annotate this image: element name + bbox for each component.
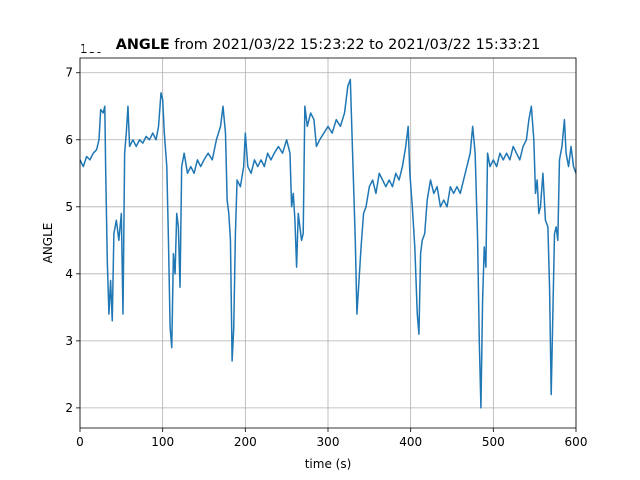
data-line [79, 78, 577, 409]
y-tick-label: 7 [65, 66, 73, 80]
x-tick-label: 200 [234, 435, 257, 449]
plot-frame [79, 57, 577, 429]
title-backing [84, 34, 144, 52]
y-axis-label: ANGLE [41, 223, 55, 264]
title-suffix: from 2021/03/22 15:23:22 to 2021/03/22 1… [174, 37, 540, 53]
y-tick-label: 6 [65, 133, 73, 147]
chart-title: ANGLE from 2021/03/22 15:23:22 to 2021/0… [116, 37, 541, 53]
y-tick-label: 3 [65, 334, 73, 348]
y-tick-label: 5 [65, 200, 73, 214]
x-tick-label: 100 [151, 435, 174, 449]
y-tick-label: 4 [65, 267, 73, 281]
x-tick-label: 0 [76, 435, 84, 449]
x-tick-label: 300 [317, 435, 340, 449]
x-tick-label: 400 [399, 435, 422, 449]
x-tick-label: 600 [565, 435, 588, 449]
x-axis-label: time (s) [305, 457, 352, 471]
x-tick-label: 500 [482, 435, 505, 449]
y-tick-label: 2 [65, 401, 73, 415]
title-main: ANGLE [116, 37, 170, 53]
